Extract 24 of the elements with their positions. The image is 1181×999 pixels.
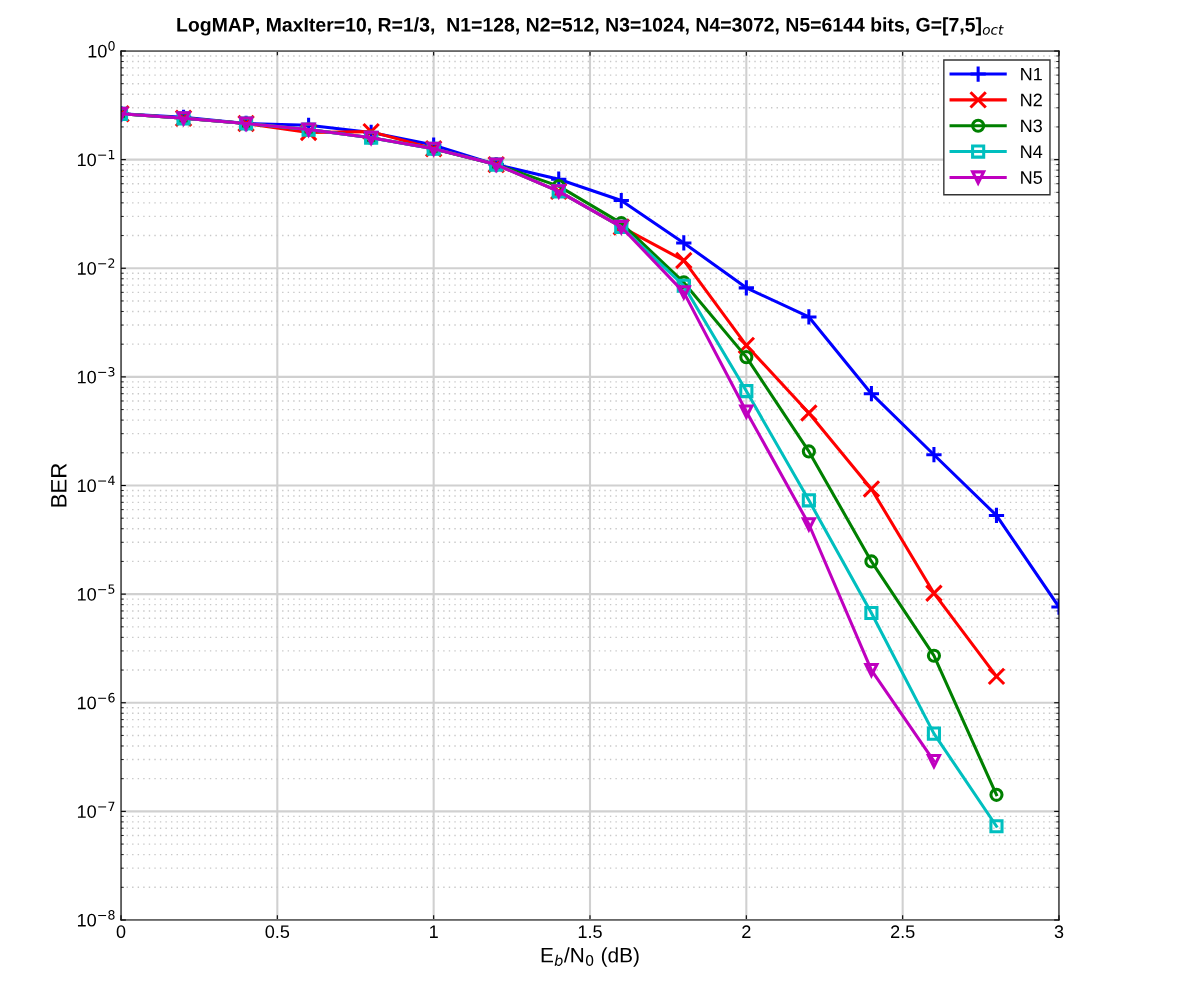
y-tick-label: 10$^{−2}$ [77,258,115,275]
y-axis-title: BER [51,463,67,507]
legend-label: N1 [1021,67,1042,81]
chart-title: LogMAP, MaxIter=10, R=1/3, N1=128, N2=512, N3=1024, N4=3072, N5=6144 bits, G=[7,5]$_{oct}$ [177,17,1004,36]
x-tick-label: 0.5 [265,925,290,939]
x-tick-label: 2 [742,925,751,938]
x-tick-label: 2.5 [891,925,915,939]
y-tick-label: 10$^{−6}$ [77,692,115,710]
y-tick-label: 10$^{−4}$ [77,475,115,493]
x-tick-label: 1 [430,925,438,938]
y-tick-label: 10$^{−7}$ [77,801,115,818]
y-tick-label: 10$^{−5}$ [77,584,115,601]
legend-label: N5 [1021,171,1042,184]
legend-label: N4 [1021,145,1043,158]
legend-label: N2 [1021,93,1042,107]
y-tick-label: 10$^{−1}$ [77,149,115,167]
x-tick-label: 3 [1054,925,1064,939]
x-tick-label: 0 [116,925,126,939]
y-tick-label: 10$^{−8}$ [77,910,115,927]
x-axis-title: E$_{b}$/N$_{0}$ (dB) [541,947,639,967]
y-tick-label: 10$^{0}$ [88,41,115,58]
x-tick-label: 1.5 [578,925,602,939]
y-tick-label: 10$^{−3}$ [77,366,115,384]
legend-label: N3 [1021,119,1042,133]
